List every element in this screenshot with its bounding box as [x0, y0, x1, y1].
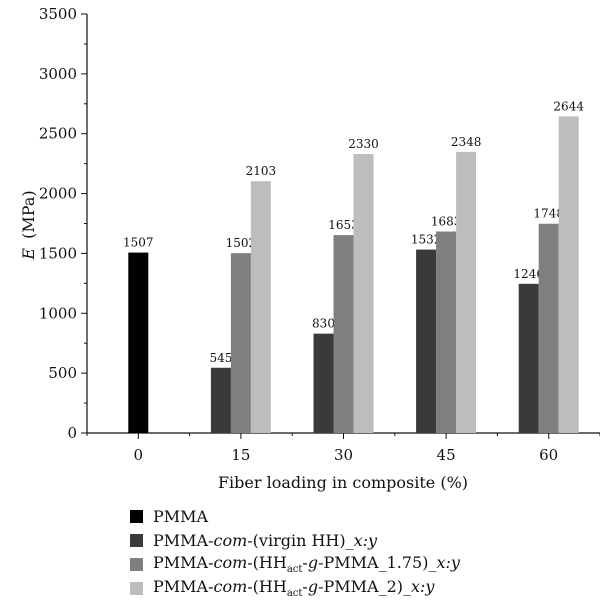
x-tick-label: 30 — [334, 446, 353, 464]
bar-pmma — [128, 252, 149, 433]
data-label: 2330 — [348, 137, 379, 151]
y-tick-label: 2500 — [39, 125, 77, 143]
data-label: 2103 — [246, 164, 277, 178]
y-axis-title-symbol: E — [19, 248, 38, 261]
legend: PMMA PMMA-com-(virgin HH)_x:y PMMA-com-(HH… — [130, 504, 460, 600]
y-axis-title-unit: (MPa) — [19, 190, 38, 238]
data-label: 1653 — [328, 218, 359, 232]
y-tick-label: 500 — [48, 364, 77, 382]
bar-series-2 — [333, 235, 354, 433]
bar-series-2 — [230, 253, 251, 433]
bar-series-3 — [456, 151, 477, 433]
data-label: 1748 — [533, 207, 564, 221]
bar-series-3 — [353, 154, 374, 433]
legend-swatch — [130, 581, 143, 595]
legend-label: PMMA-com-(HHact-g-PMMA_2)_x:y — [153, 576, 435, 600]
bar-series-1 — [313, 333, 334, 433]
data-label: 545 — [209, 351, 232, 365]
legend-swatch — [130, 533, 143, 547]
bar-chart: 0 500 1000 1500 2000 2500 3000 3500 0 15 30 45 60 150… — [19, 5, 600, 492]
data-label: 2348 — [451, 135, 482, 149]
y-tick-label: 1500 — [39, 244, 77, 262]
legend-label: PMMA-com-(HHact-g-PMMA_1.75)_x:y — [153, 552, 460, 576]
data-label: 1507 — [123, 236, 154, 250]
bar-series-1 — [210, 367, 231, 433]
x-tick-label: 0 — [134, 446, 144, 464]
data-label: 1246 — [513, 267, 544, 281]
x-tick-label: 45 — [437, 446, 456, 464]
bar-series-1 — [518, 283, 539, 433]
y-tick-label: 0 — [67, 424, 77, 442]
y-tick-label: 2000 — [39, 185, 77, 203]
legend-item: PMMA-com-(HHact-g-PMMA_2)_x:y — [130, 576, 460, 600]
bar-series-2 — [436, 231, 457, 433]
data-label: 1502 — [226, 236, 257, 250]
legend-item: PMMA — [130, 504, 460, 528]
y-tick-label: 3500 — [39, 5, 77, 23]
legend-swatch — [130, 509, 143, 523]
plot-area: 0 500 1000 1500 2000 2500 3000 3500 0 15 30 45 60 150… — [39, 5, 600, 464]
data-label: 2644 — [553, 99, 584, 113]
legend-label: PMMA-com-(virgin HH)_x:y — [153, 530, 378, 550]
x-tick-label: 15 — [231, 446, 250, 464]
bar-series-3 — [558, 116, 579, 433]
bar-series-3 — [250, 181, 271, 433]
legend-item: PMMA-com-(HHact-g-PMMA_1.75)_x:y — [130, 552, 460, 576]
x-tick-label: 60 — [539, 446, 558, 464]
y-tick-label: 3000 — [39, 65, 77, 83]
bar-series-1 — [416, 249, 437, 433]
x-axis-title: Fiber loading in composite (%) — [218, 473, 468, 492]
bar-series-2 — [538, 223, 559, 433]
y-axis-title: E (MPa) — [19, 190, 38, 260]
data-label: 830 — [312, 317, 335, 331]
legend-label: PMMA — [153, 506, 209, 526]
legend-swatch — [130, 557, 143, 571]
data-label: 1683 — [431, 215, 462, 229]
legend-item: PMMA-com-(virgin HH)_x:y — [130, 528, 460, 552]
data-label: 1532 — [411, 233, 442, 247]
y-tick-label: 1000 — [39, 304, 77, 322]
